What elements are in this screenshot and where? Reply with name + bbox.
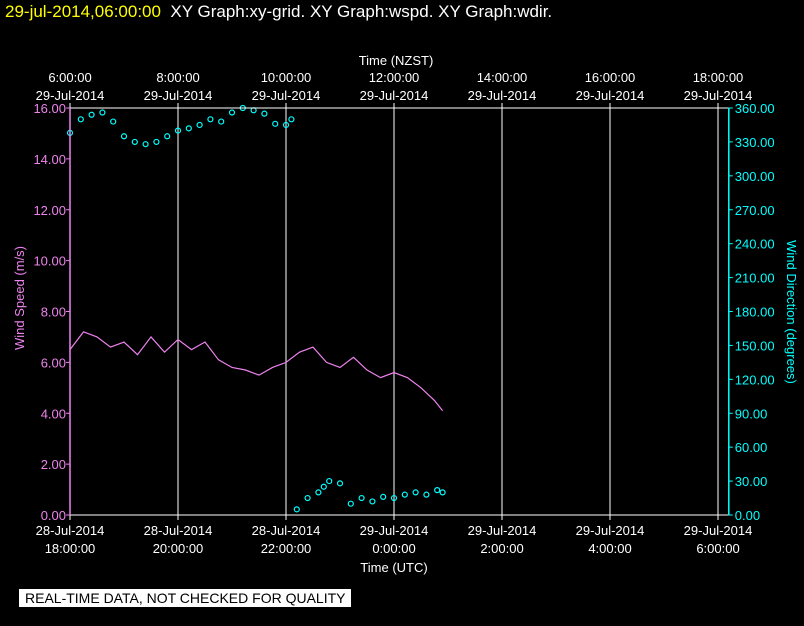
wind-direction-point (142, 141, 149, 148)
right-tick-label: 60.00 (735, 440, 768, 455)
top-tick-time: 10:00:00 (261, 70, 312, 85)
top-tick-date: 29-Jul-2014 (576, 88, 645, 103)
series-layer (66, 104, 446, 513)
wind-direction-point (77, 116, 84, 123)
wind-direction-point (228, 109, 236, 116)
wind-direction-point (347, 500, 354, 507)
wind-direction-point (439, 489, 446, 496)
right-tick-label: 180.00 (735, 305, 775, 320)
top-tick-date: 29-Jul-2014 (36, 88, 105, 103)
grid-layer (69, 108, 719, 515)
wind-direction-point (358, 494, 365, 502)
bottom-tick-time: 4:00:00 (588, 541, 631, 556)
axes-layer: 28-Jul-2014 18:00:00 28-Jul-2014 20:00:00 28… (33, 70, 774, 556)
right-axis-title: Wind Direction (degrees) (784, 240, 799, 384)
right-tick-label: 30.00 (735, 474, 768, 489)
right-tick-label: 0.00 (735, 508, 760, 523)
wind-direction-point (401, 491, 408, 498)
top-axis-title: Time (NZST) (359, 53, 434, 68)
bottom-tick-date: 28-Jul-2014 (252, 523, 321, 538)
wind-direction-point (207, 116, 214, 123)
bottom-tick-time: 18:00:00 (45, 541, 96, 556)
graph-list: XY Graph:xy-grid. XY Graph:wspd. XY Grap… (170, 2, 553, 21)
quality-notice: REAL-TIME DATA, NOT CHECKED FOR QUALITY (19, 589, 352, 607)
wind-direction-point (131, 138, 138, 146)
wind-direction-point (288, 116, 295, 123)
wind-direction-point (320, 483, 327, 490)
right-tick-label: 120.00 (735, 372, 775, 387)
right-tick-label: 210.00 (735, 271, 775, 286)
right-tick-label: 330.00 (735, 135, 775, 150)
bottom-tick-date: 29-Jul-2014 (468, 523, 537, 538)
header-bar: 29-jul-2014,06:00:00 XY Graph:xy-grid. X… (5, 2, 552, 22)
top-tick-time: 14:00:00 (477, 70, 528, 85)
wind-direction-point (412, 489, 419, 496)
wind-direction-point (174, 127, 182, 134)
right-tick-label: 300.00 (735, 169, 775, 184)
bottom-tick-date: 28-Jul-2014 (36, 523, 105, 538)
top-tick-time: 18:00:00 (693, 70, 744, 85)
bottom-axis-title: Time (UTC) (360, 560, 427, 575)
right-tick-label: 360.00 (735, 101, 775, 116)
top-tick-time: 16:00:00 (585, 70, 636, 85)
wind-direction-point (336, 480, 344, 487)
left-tick-label: 14.00 (33, 152, 66, 167)
bottom-tick-date: 29-Jul-2014 (576, 523, 645, 538)
wind-direction-point (369, 498, 376, 505)
wind-direction-point (293, 506, 300, 513)
bottom-tick-date: 28-Jul-2014 (144, 523, 213, 538)
left-tick-label: 16.00 (33, 101, 66, 116)
bottom-tick-time: 2:00:00 (480, 541, 523, 556)
wind-direction-point (326, 477, 333, 485)
bottom-tick-date: 29-Jul-2014 (360, 523, 429, 538)
top-tick-date: 29-Jul-2014 (684, 88, 753, 103)
top-tick-date: 29-Jul-2014 (252, 88, 321, 103)
wind-speed-line (69, 331, 444, 412)
bottom-tick-time: 0:00:00 (372, 541, 415, 556)
wind-direction-point (164, 133, 171, 140)
left-axis-title: Wind Speed (m/s) (12, 246, 27, 350)
wind-direction-point (110, 118, 117, 125)
bottom-tick-time: 20:00:00 (153, 541, 204, 556)
left-tick-label: 0.00 (41, 508, 66, 523)
wind-direction-point (380, 493, 387, 501)
wind-direction-point (272, 120, 279, 127)
wind-direction-point (196, 121, 203, 129)
wind-direction-point (250, 107, 257, 114)
wind-direction-point (261, 110, 268, 117)
wind-direction-point (99, 109, 106, 116)
top-tick-time: 6:00:00 (48, 70, 91, 85)
right-tick-label: 90.00 (735, 406, 768, 421)
bottom-tick-date: 29-Jul-2014 (684, 523, 753, 538)
wind-direction-point (423, 491, 430, 498)
top-tick-date: 29-Jul-2014 (468, 88, 537, 103)
wind-direction-point (153, 138, 160, 146)
right-tick-label: 270.00 (735, 203, 775, 218)
top-tick-time: 8:00:00 (156, 70, 199, 85)
left-tick-label: 12.00 (33, 203, 66, 218)
wind-direction-point (390, 494, 398, 502)
left-tick-label: 2.00 (41, 457, 66, 472)
top-tick-date: 29-Jul-2014 (144, 88, 213, 103)
wind-direction-point (315, 489, 322, 496)
right-tick-label: 150.00 (735, 338, 775, 353)
left-tick-label: 4.00 (41, 406, 66, 421)
wind-direction-point (120, 133, 128, 140)
left-tick-label: 10.00 (33, 254, 66, 269)
wind-direction-point (218, 118, 225, 125)
left-tick-label: 8.00 (41, 305, 66, 320)
bottom-tick-time: 22:00:00 (261, 541, 312, 556)
top-tick-date: 29-Jul-2014 (360, 88, 429, 103)
right-tick-label: 240.00 (735, 237, 775, 252)
timestamp: 29-jul-2014,06:00:00 (5, 2, 161, 21)
top-tick-time: 12:00:00 (369, 70, 420, 85)
wind-direction-point (434, 487, 441, 494)
left-tick-label: 6.00 (41, 355, 66, 370)
wind-direction-point (88, 111, 95, 118)
wind-direction-point (185, 125, 192, 132)
bottom-tick-time: 6:00:00 (696, 541, 739, 556)
wind-direction-point (304, 494, 311, 502)
wind-direction-point (282, 121, 290, 129)
